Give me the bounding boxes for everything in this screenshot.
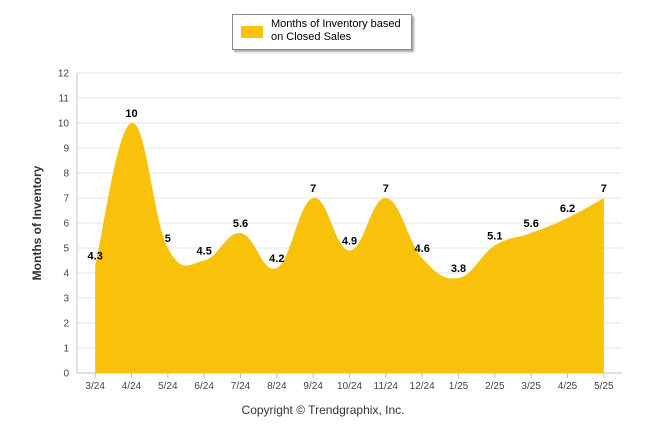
y-tick-label-0: 0 [63,369,69,380]
legend: Months of Inventory based on Closed Sale… [232,14,412,50]
x-tick-label-4/24: 4/24 [122,381,142,392]
y-tick-label-10: 10 [58,119,70,130]
data-label-12/24: 4.6 [415,243,430,255]
y-tick-label-12: 12 [58,69,70,80]
x-tick-label-2/25: 2/25 [485,381,505,392]
x-tick-label-3/25: 3/25 [521,381,541,392]
y-tick-label-6: 6 [63,219,69,230]
x-tick-label-3/24: 3/24 [85,381,105,392]
data-label-5/24: 5 [165,233,171,245]
y-tick-label-2: 2 [63,319,69,330]
data-label-3/25: 5.6 [524,218,539,230]
copyright-text: Copyright © Trendgraphix, Inc. [241,403,405,417]
y-tick-label-1: 1 [63,344,69,355]
data-label-1/25: 3.8 [451,263,466,275]
x-tick-label-1/25: 1/25 [449,381,469,392]
data-label-5/25: 7 [601,183,607,195]
y-tick-label-4: 4 [63,269,69,280]
area-series-inventory [95,122,604,373]
x-tick-label-5/24: 5/24 [158,381,178,392]
x-tick-label-5/25: 5/25 [594,381,614,392]
x-tick-label-10/24: 10/24 [337,381,362,392]
data-label-9/24: 7 [310,183,316,195]
x-tick-label-6/24: 6/24 [194,381,214,392]
data-label-7/24: 5.6 [233,218,248,230]
data-label-2/25: 5.1 [487,231,502,243]
x-tick-label-9/24: 9/24 [303,381,323,392]
y-tick-label-5: 5 [63,244,69,255]
y-axis-title: Months of Inventory [30,165,44,281]
y-tick-label-7: 7 [63,194,69,205]
data-label-10/24: 4.9 [342,236,357,248]
y-tick-label-9: 9 [63,144,69,155]
data-label-3/24: 4.3 [88,251,103,263]
y-tick-label-11: 11 [59,94,70,105]
x-tick-label-4/25: 4/25 [558,381,578,392]
data-label-8/24: 4.2 [269,253,284,265]
data-label-4/25: 6.2 [560,203,575,215]
data-label-4/24: 10 [125,108,137,120]
data-label-11/24: 7 [383,183,389,195]
x-tick-label-7/24: 7/24 [231,381,251,392]
data-label-6/24: 4.5 [197,246,212,258]
y-tick-label-3: 3 [63,294,69,305]
legend-swatch [241,26,263,38]
y-tick-label-8: 8 [63,169,69,180]
x-tick-label-12/24: 12/24 [410,381,435,392]
legend-label: Months of Inventory based on Closed Sale… [271,18,401,43]
x-tick-label-8/24: 8/24 [267,381,287,392]
x-tick-label-11/24: 11/24 [374,381,399,392]
